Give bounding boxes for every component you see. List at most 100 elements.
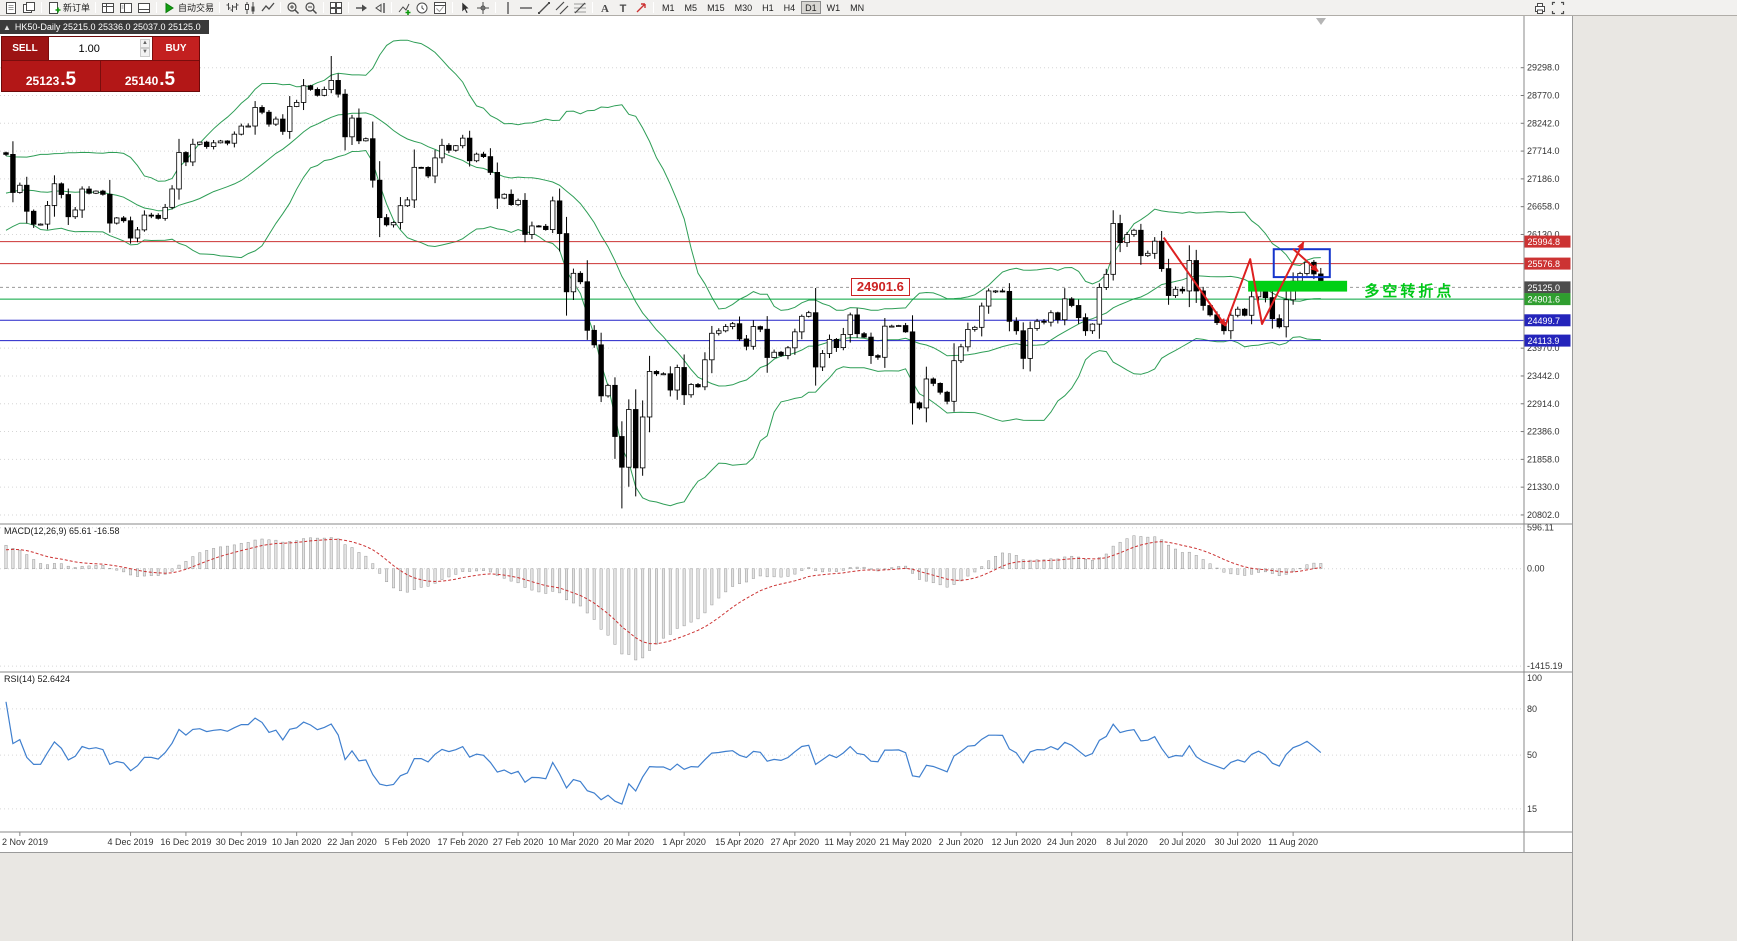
arrow-objects-icon[interactable] (632, 0, 650, 15)
collapse-trade-panel-icon[interactable]: ▲ (3, 22, 11, 32)
trendline-icon[interactable] (535, 0, 553, 15)
timeframe-w1[interactable]: W1 (826, 3, 841, 13)
fibonacci-retracement-icon[interactable] (571, 0, 589, 15)
macd-scale-label: -1415.19 (1527, 661, 1563, 671)
rsi-scale-label: 100 (1527, 673, 1542, 683)
buy-price-frac: .5 (159, 68, 176, 90)
auto-scroll-icon[interactable] (352, 0, 370, 15)
full-screen-icon[interactable] (1549, 0, 1567, 15)
price-scale-label: 27714.0 (1527, 146, 1560, 156)
zoom-in-icon[interactable] (284, 0, 302, 15)
date-label: 11 Aug 2020 (1268, 837, 1318, 847)
svg-text:T: T (620, 3, 627, 15)
support-zone-bar[interactable] (1248, 280, 1348, 292)
macd-scale-label: 596.11 (1527, 523, 1554, 533)
chart-profiles-icon[interactable] (20, 0, 38, 15)
rsi-indicator-label: RSI(14) 52.6424 (4, 674, 71, 684)
date-label: 15 Apr 2020 (715, 837, 764, 847)
timeframe-m30[interactable]: M30 (734, 3, 753, 13)
new-order-button[interactable]: 新订单 (45, 0, 92, 15)
date-label: 21 May 2020 (880, 837, 932, 847)
navigator-icon[interactable] (117, 0, 135, 15)
price-scale-label: 23442.0 (1527, 371, 1560, 381)
pullback-arrow[interactable] (1292, 248, 1319, 273)
date-label: 17 Feb 2020 (437, 837, 488, 847)
toolbar-separator (280, 2, 282, 13)
vertical-line-icon[interactable] (499, 0, 517, 15)
date-label: 27 Feb 2020 (493, 837, 544, 847)
sell-price[interactable]: 25123 .5 (2, 61, 101, 91)
timeframe-h4[interactable]: H4 (783, 3, 796, 13)
buy-price-int: 25140 (124, 73, 159, 88)
toolbar-separator (452, 2, 454, 13)
timeframe-m15[interactable]: M15 (707, 3, 725, 13)
text-icon[interactable]: A (596, 0, 614, 15)
price-scale-label: 26658.0 (1527, 202, 1560, 212)
volume-up-icon[interactable]: ▲ (140, 39, 150, 48)
timeframe-m5[interactable]: M5 (684, 3, 698, 13)
price-scale-label: 22386.0 (1527, 427, 1560, 437)
equidistant-channel-icon[interactable] (553, 0, 571, 15)
toolbar-separator (219, 2, 221, 13)
print-icon[interactable] (1531, 0, 1549, 15)
price-tag-label: 24901.6 (1528, 295, 1561, 305)
toolbar-separator (95, 2, 97, 13)
timeframe-mn[interactable]: MN (850, 3, 865, 13)
right-panel (1572, 16, 1737, 941)
text-label-icon[interactable]: T (614, 0, 632, 15)
date-label: 4 Dec 2019 (108, 837, 154, 847)
price-scale-label: 28770.0 (1527, 90, 1560, 100)
macd-histogram (4, 535, 1323, 661)
autotrading-button[interactable]: 自动交易 (160, 0, 216, 15)
candlestick-chart-icon[interactable] (241, 0, 259, 15)
periods-icon[interactable] (413, 0, 431, 15)
turning-point-label[interactable]: 多空转折点 (1364, 282, 1455, 300)
price-tag-label: 24499.7 (1528, 316, 1561, 326)
new-chart-icon[interactable] (2, 0, 20, 15)
bollinger-upper-band (5, 39, 1321, 311)
price-tag (1524, 257, 1571, 270)
toolbar-separator (348, 2, 350, 13)
timeframe-m1[interactable]: M1 (662, 3, 675, 13)
chart-shift-marker[interactable] (1316, 18, 1326, 25)
reversal-zigzag-arrow[interactable] (1224, 241, 1305, 327)
bar-chart-icon[interactable] (223, 0, 241, 15)
volume-input[interactable] (49, 42, 130, 55)
bollinger-middle-band (5, 112, 1321, 387)
date-label: 16 Dec 2019 (160, 837, 211, 847)
price-scale-label: 28242.0 (1527, 118, 1560, 128)
zoom-out-icon[interactable] (302, 0, 320, 15)
price-scale-label: 23970.0 (1527, 343, 1560, 353)
timeframe-d1[interactable]: D1 (801, 1, 821, 14)
price-tag (1524, 235, 1571, 248)
market-watch-icon[interactable] (99, 0, 117, 15)
date-label: 24 Jun 2020 (1047, 837, 1097, 847)
volume-down-icon[interactable]: ▼ (140, 48, 150, 57)
symbol-ohlc-text: HK50-Daily 25215.0 25336.0 25037.0 25125… (14, 22, 201, 32)
templates-icon[interactable] (431, 0, 449, 15)
horizontal-line-icon[interactable] (517, 0, 535, 15)
date-label: 20 Jul 2020 (1159, 837, 1206, 847)
timeframe-h1[interactable]: H1 (762, 3, 774, 13)
toolbar-separator (323, 2, 325, 13)
sell-price-frac: .5 (60, 68, 77, 90)
toolbar-separator (495, 2, 497, 13)
rsi-scale-label: 50 (1527, 750, 1537, 760)
bottom-panel (0, 852, 1572, 941)
buy-price[interactable]: 25140 .5 (101, 61, 199, 91)
tile-windows-icon[interactable] (327, 0, 345, 15)
crosshair-icon[interactable] (474, 0, 492, 15)
chart-shift-icon[interactable] (370, 0, 388, 15)
date-label: 2 Jun 2020 (939, 837, 984, 847)
sell-button[interactable]: SELL (2, 37, 49, 60)
price-scale-label: 29298.0 (1527, 63, 1560, 73)
terminal-icon[interactable] (135, 0, 153, 15)
price-scale-label: 21330.0 (1527, 482, 1560, 492)
level-price-label[interactable]: 24901.6 (850, 278, 910, 297)
cursor-icon[interactable] (456, 0, 474, 15)
price-scale-label: 27186.0 (1527, 174, 1560, 184)
line-chart-icon[interactable] (259, 0, 277, 15)
indicators-icon[interactable] (395, 0, 413, 15)
buy-button[interactable]: BUY (152, 37, 199, 60)
downtrend-arrow[interactable] (1162, 237, 1227, 327)
